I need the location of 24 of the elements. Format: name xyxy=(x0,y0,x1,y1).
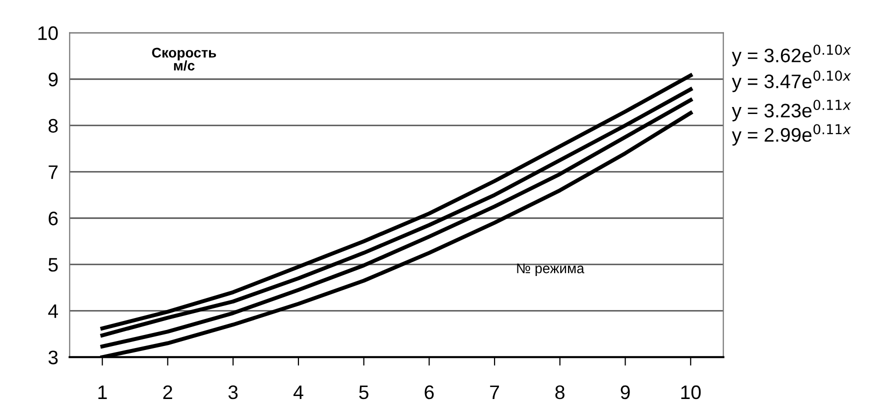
x-tick-label: 8 xyxy=(555,385,564,400)
y-tick-label: 6 xyxy=(48,212,58,226)
x-tick-label: 6 xyxy=(424,385,434,400)
x-tick-label: 5 xyxy=(359,386,368,400)
x-axis-title: № режима xyxy=(517,264,584,276)
y-tick-label: 4 xyxy=(48,304,58,318)
x-tick-label: 2 xyxy=(163,385,172,399)
y-tick-label: 10 xyxy=(38,26,58,40)
y-tick-label: 5 xyxy=(48,258,58,272)
text: y = 3.47e$^{0.10x}$ xyxy=(732,70,852,92)
text: y = 2.99e$^{0.11x}$ xyxy=(732,124,852,146)
x-tick-label: 7 xyxy=(490,386,499,399)
x-tick-label: 1 xyxy=(98,386,107,399)
y-tick-label: 9 xyxy=(48,72,58,86)
x-tick-label: 10 xyxy=(681,385,701,400)
text: y = 3.62e$^{0.10x}$ xyxy=(732,44,852,66)
x-tick-label: 4 xyxy=(293,386,304,399)
y-tick-label: 7 xyxy=(48,165,58,179)
y-tick-label: 3 xyxy=(48,350,58,364)
text: y = 3.23e$^{0.11x}$ xyxy=(732,100,852,122)
y-tick-label: 8 xyxy=(48,118,58,133)
x-tick-label: 3 xyxy=(228,385,238,400)
x-tick-label: 9 xyxy=(620,385,630,400)
y-axis-title: Скорость м/с xyxy=(152,48,216,71)
